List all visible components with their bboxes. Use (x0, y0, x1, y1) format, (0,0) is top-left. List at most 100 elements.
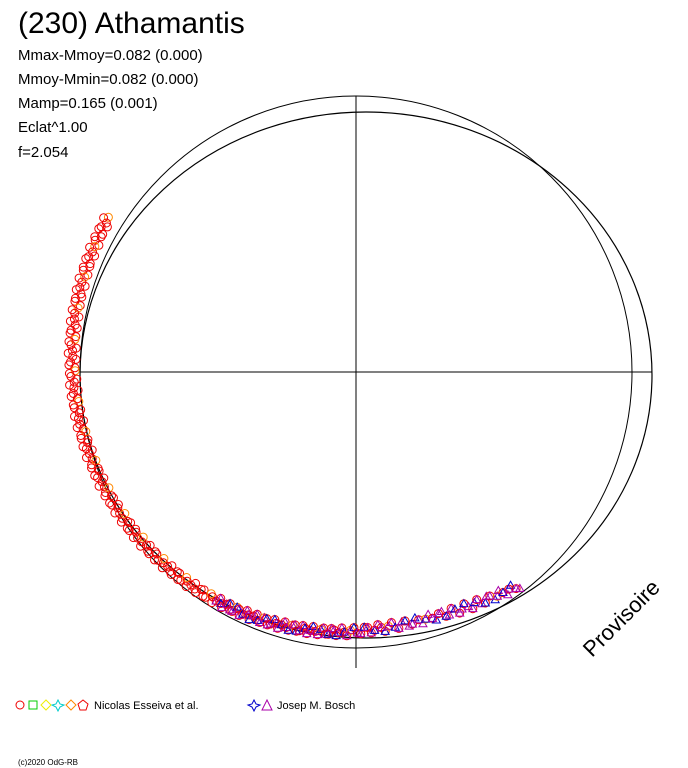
marker (90, 232, 100, 242)
marker (124, 526, 134, 535)
marker (117, 513, 127, 523)
marker (420, 614, 431, 623)
marker (81, 444, 91, 454)
marker (234, 610, 244, 619)
marker (115, 508, 125, 518)
marker (514, 583, 525, 592)
marker (81, 254, 91, 264)
marker (85, 262, 95, 271)
marker (90, 471, 100, 481)
marker (110, 508, 120, 518)
marker (107, 500, 117, 510)
marker (505, 580, 516, 589)
marker (176, 575, 186, 585)
marker (102, 222, 112, 232)
marker (150, 555, 159, 565)
marker (400, 615, 410, 625)
copyright: (c)2020 OdG-RB (18, 758, 78, 767)
marker (467, 603, 478, 613)
marker (103, 212, 113, 222)
marker (175, 568, 185, 578)
marker (436, 606, 447, 616)
marker (396, 616, 407, 626)
marker (458, 598, 469, 608)
marker (326, 623, 337, 632)
marker (163, 561, 173, 571)
marker (181, 582, 191, 592)
marker (94, 240, 104, 250)
marker (493, 585, 504, 594)
marker (64, 360, 74, 370)
icon (65, 699, 77, 711)
marker (355, 628, 366, 638)
legend-label: Josep M. Bosch (277, 700, 355, 712)
marker (407, 619, 418, 628)
marker (196, 584, 206, 594)
marker (153, 555, 163, 565)
legend-label: Nicolas Esseiva et al. (94, 700, 199, 712)
marker (308, 621, 319, 630)
marker (138, 532, 148, 542)
stat-line: f=2.054 (18, 144, 68, 161)
icon (261, 698, 273, 711)
marker (72, 323, 82, 333)
marker (159, 554, 169, 563)
marker (441, 611, 452, 620)
icon (246, 698, 262, 713)
marker (341, 630, 352, 640)
marker (252, 615, 263, 624)
observations (63, 212, 525, 641)
marker (90, 251, 100, 261)
marker (166, 570, 176, 579)
icon (77, 699, 89, 711)
marker (312, 629, 323, 639)
marker (66, 392, 76, 401)
marker (471, 594, 482, 604)
marker (480, 597, 491, 607)
marker (413, 614, 424, 624)
marker (152, 549, 162, 559)
marker (83, 435, 93, 445)
marker (224, 604, 235, 614)
marker (227, 606, 237, 615)
marker (84, 252, 94, 262)
marker (99, 482, 109, 492)
marker (290, 619, 300, 629)
marker (76, 431, 86, 440)
marker (82, 453, 91, 463)
legend-icons (15, 698, 273, 713)
marker (87, 463, 96, 473)
marker (71, 354, 81, 364)
icon (50, 698, 66, 713)
marker (128, 533, 138, 543)
marker (477, 598, 487, 608)
marker (167, 561, 177, 571)
marker (136, 541, 146, 551)
marker (444, 609, 455, 619)
marker (318, 622, 329, 632)
marker (137, 537, 147, 547)
marker (254, 617, 265, 626)
marker (116, 517, 126, 527)
marker (78, 262, 88, 272)
marker (80, 272, 90, 282)
stat-line: Mamp=0.165 (0.001) (18, 95, 158, 112)
marker (65, 380, 75, 390)
marker (70, 293, 80, 303)
marker (457, 604, 467, 613)
marker (120, 509, 130, 518)
marker (69, 403, 79, 413)
marker (450, 604, 460, 613)
marker (72, 423, 82, 433)
marker (90, 242, 100, 252)
marker (66, 340, 76, 350)
stat-line: Mmax-Mmoy=0.082 (0.000) (18, 47, 203, 64)
marker (484, 590, 495, 600)
marker (99, 213, 109, 223)
marker (191, 578, 201, 588)
marker (316, 624, 326, 633)
marker (131, 524, 141, 534)
stat-line: Eclat^1.00 (18, 119, 88, 136)
